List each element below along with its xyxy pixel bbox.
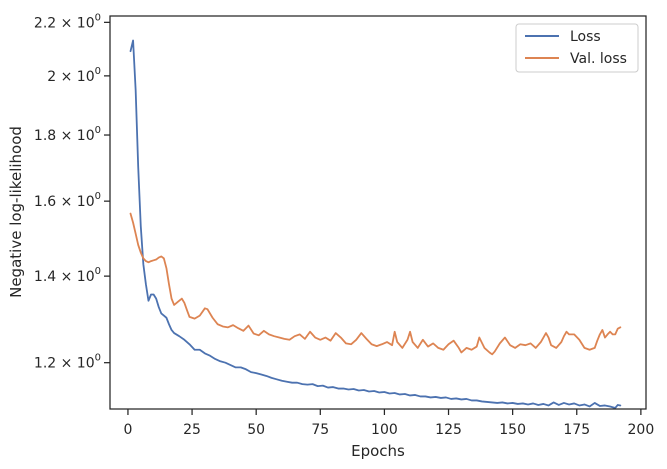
y-tick-label: 2 × 100 <box>47 66 101 85</box>
y-tick-label: 1.2 × 100 <box>34 353 101 372</box>
x-tick-label: 100 <box>371 422 398 438</box>
series-line-val-loss <box>129 212 622 356</box>
y-tick-label: 1.4 × 100 <box>34 266 101 285</box>
y-tick-label: 2.2 × 100 <box>34 12 101 31</box>
x-tick-label: 25 <box>183 422 201 438</box>
plot-area <box>110 16 646 409</box>
x-axis-label: Epochs <box>351 442 405 460</box>
x-axis: 0 25 50 75 100 125 150 175 200 <box>123 409 654 438</box>
series-line-loss <box>129 39 622 409</box>
legend-label-loss: Loss <box>570 29 601 45</box>
x-tick-label: 75 <box>311 422 329 438</box>
x-tick-label: 150 <box>499 422 526 438</box>
x-tick-label: 0 <box>123 422 132 438</box>
plot-frame <box>109 15 647 410</box>
x-tick-label: 125 <box>435 422 462 438</box>
y-tick-label: 1.8 × 100 <box>34 125 101 144</box>
x-tick-label: 175 <box>563 422 590 438</box>
x-tick-label: 200 <box>628 422 655 438</box>
y-axis-label: Negative log-likelihood <box>7 126 25 298</box>
y-tick-label: 1.6 × 100 <box>34 191 101 210</box>
legend-label-val-loss: Val. loss <box>570 51 627 67</box>
series-layer <box>129 39 622 409</box>
x-tick-label: 50 <box>247 422 265 438</box>
legend: Loss Val. loss <box>515 23 639 73</box>
y-axis: 1.2 × 100 1.4 × 100 1.6 × 100 1.8 × 100 2 × … <box>34 12 110 372</box>
